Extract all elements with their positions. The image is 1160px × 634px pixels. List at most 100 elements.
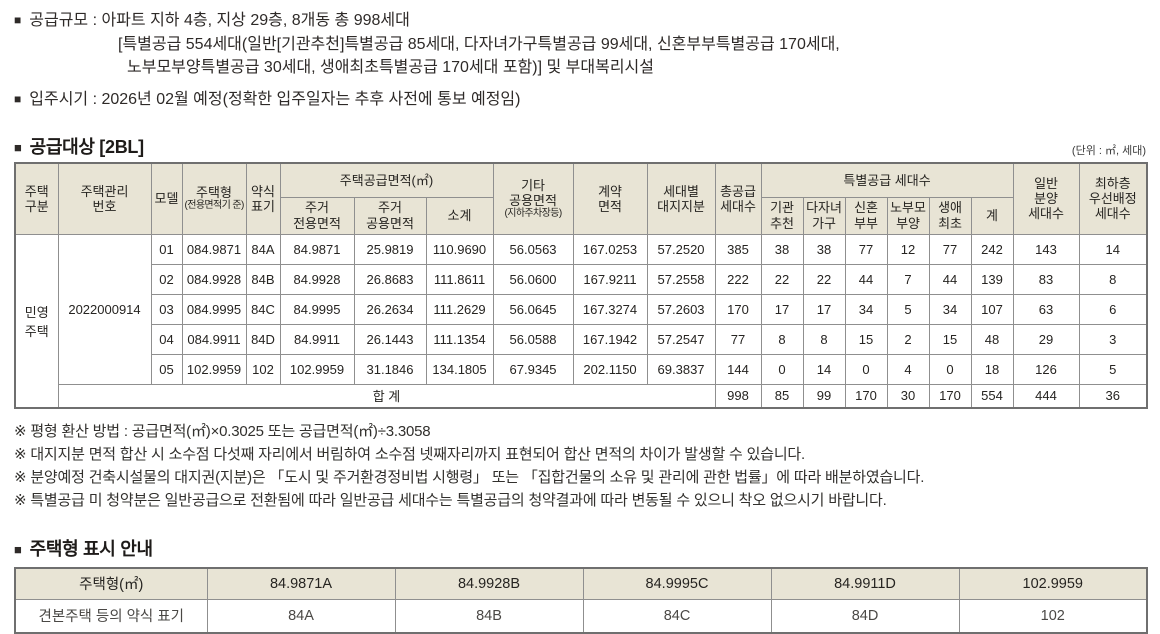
supply-total-cell: 30 xyxy=(886,383,930,408)
supply-cell: 3 xyxy=(1078,323,1148,355)
notes-list: ※ 평형 환산 방법 : 공급면적(㎡)×0.3025 또는 공급면적(㎡)÷3… xyxy=(14,420,1146,512)
supply-cell: 26.1443 xyxy=(353,323,427,355)
col-header-special-sum: 계 xyxy=(970,196,1014,235)
supply-cell: 7 xyxy=(886,263,930,295)
type-short-code: 84D xyxy=(770,598,960,633)
supply-cell: 84.9911 xyxy=(279,323,355,355)
supply-cell: 17 xyxy=(760,293,804,325)
type-header-row: 주택형(㎡) 84.9871A 84.9928B 84.9995C 84.991… xyxy=(14,567,1148,600)
supply-cell: 84D xyxy=(245,323,281,355)
supply-cell: 44 xyxy=(844,263,888,295)
supply-cell: 84.9871 xyxy=(279,233,355,265)
supply-cell: 26.8683 xyxy=(353,263,427,295)
col-header-mgmt-no: 주택관리 번호 xyxy=(57,162,152,235)
supply-cell: 0 xyxy=(760,353,804,385)
col-header-exclusive-area: 주거 전용면적 xyxy=(279,196,355,235)
supply-cell: 25.9819 xyxy=(353,233,427,265)
supply-cell: 02 xyxy=(150,263,183,295)
supply-cell: 84C xyxy=(245,293,281,325)
col-header-special-group: 특별공급 세대수 xyxy=(760,162,1014,198)
supply-section-title: ■ 공급대상 [2BL] xyxy=(14,133,144,159)
note-line: ※ 평형 환산 방법 : 공급면적(㎡)×0.3025 또는 공급면적(㎡)÷3… xyxy=(14,422,431,440)
supply-cell: 77 xyxy=(714,323,762,355)
supply-cell: 167.9211 xyxy=(572,263,648,295)
col-header-multi-child: 다자녀 가구 xyxy=(802,196,846,235)
supply-cell: 134.1805 xyxy=(425,353,494,385)
supply-cell: 77 xyxy=(844,233,888,265)
type-display-table: 주택형(㎡) 84.9871A 84.9928B 84.9995C 84.991… xyxy=(14,566,1148,634)
supply-cell: 6 xyxy=(1078,293,1148,325)
supply-cell: 2 xyxy=(886,323,930,355)
house-type-sub: (전용면적기 준) xyxy=(184,200,245,212)
supply-scale-line3: 노부모부양특별공급 30세대, 생애최초특별공급 170세대 포함)] 및 부대… xyxy=(14,56,1146,79)
supply-cell: 111.2629 xyxy=(425,293,494,325)
supply-cell: 170 xyxy=(714,293,762,325)
supply-total-cell: 170 xyxy=(928,383,972,408)
supply-cell: 34 xyxy=(844,293,888,325)
supply-cell: 48 xyxy=(970,323,1014,355)
supply-row: 민영 주택 2022000914 01 084.9871 84A 84.9871 25.98… xyxy=(14,233,1148,408)
supply-row: 05 102.9959 102 102.9959 31.1846 134.1805 67.9… xyxy=(15,353,1148,385)
supply-cell: 18 xyxy=(970,353,1014,385)
supply-scale-line2: [특별공급 554세대(일반[기관추천]특별공급 85세대, 다자녀가구특별공급… xyxy=(14,33,1146,56)
supply-cell: 34 xyxy=(928,293,972,325)
supply-cell: 14 xyxy=(1078,233,1148,265)
type-header-value: 84.9911D xyxy=(770,567,960,600)
supply-cell: 102.9959 xyxy=(279,353,355,385)
supply-cell: 84.9995 xyxy=(279,293,355,325)
col-header-category: 주택 구분 xyxy=(14,162,59,235)
supply-cell: 56.0563 xyxy=(492,233,574,265)
col-header-total-supply: 총공급 세대수 xyxy=(714,162,762,235)
square-bullet-icon: ■ xyxy=(14,140,22,155)
type-short-code: 102 xyxy=(958,598,1148,633)
supply-cell: 167.1942 xyxy=(572,323,648,355)
supply-cell: 111.8611 xyxy=(425,263,494,295)
type-section-head: ■ 주택형 표시 안내 xyxy=(14,535,1146,561)
supply-cell: 084.9871 xyxy=(181,233,247,265)
type-section-title: ■ 주택형 표시 안내 xyxy=(14,535,153,561)
supply-cell: 84.9928 xyxy=(279,263,355,295)
supply-cell: 111.1354 xyxy=(425,323,494,355)
house-type-main: 주택형 xyxy=(196,185,232,201)
supply-row: 03 084.9995 84C 84.9995 26.2634 111.2629 56.06… xyxy=(15,293,1148,325)
supply-total-cell: 170 xyxy=(844,383,888,408)
col-header-short-code: 약식 표기 xyxy=(245,162,281,235)
col-header-land-share: 세대별 대지지분 xyxy=(646,162,716,235)
supply-cell: 17 xyxy=(802,293,846,325)
supply-cell: 05 xyxy=(150,353,183,385)
supply-cell: 222 xyxy=(714,263,762,295)
supply-cell: 4 xyxy=(886,353,930,385)
type-header-value: 84.9871A xyxy=(206,567,396,600)
supply-total-cell: 998 xyxy=(714,383,762,408)
supply-cell: 126 xyxy=(1012,353,1080,385)
header-row-2: 주거 전용면적 주거 공용면적 소계 기관 추천 다자녀 가구 신혼 부부 노부… xyxy=(15,196,1147,235)
move-in-line: ■ 입주시기 : 2026년 02월 예정(정확한 입주일자는 추후 사전에 통… xyxy=(14,88,1146,112)
supply-cell: 0 xyxy=(844,353,888,385)
supply-cell: 83 xyxy=(1012,263,1080,295)
square-bullet-icon: ■ xyxy=(14,13,22,27)
col-header-elderly-support: 노부모 부양 xyxy=(886,196,930,235)
supply-row: 02 084.9928 84B 84.9928 26.8683 111.8611 56.06… xyxy=(15,263,1148,295)
supply-cell: 084.9995 xyxy=(181,293,247,325)
supply-table-body: 민영 주택 2022000914 01 084.9871 84A 84.9871 25.98… xyxy=(14,233,1148,408)
supply-cell: 139 xyxy=(970,263,1014,295)
supply-cell: 84B xyxy=(245,263,281,295)
type-table-head: 주택형(㎡) 84.9871A 84.9928B 84.9995C 84.991… xyxy=(14,567,1148,600)
supply-scale-text1: 공급규모 : 아파트 지하 4층, 지상 29층, 8개동 총 998세대 xyxy=(29,12,410,29)
supply-cell: 01 xyxy=(150,233,183,265)
supply-cell: 110.9690 xyxy=(425,233,494,265)
type-table-body: 견본주택 등의 약식 표기 84A 84B 84C 84D 102 xyxy=(14,598,1148,633)
supply-cell: 03 xyxy=(150,293,183,325)
supply-total-row: 합 계 998 85 99 170 30 170 554 444 36 xyxy=(15,383,1148,408)
supply-cell: 15 xyxy=(844,323,888,355)
supply-row: 04 084.9911 84D 84.9911 26.1443 111.1354 56.05… xyxy=(15,323,1148,355)
type-short-code: 84A xyxy=(206,598,396,633)
square-bullet-icon: ■ xyxy=(14,92,22,106)
supply-total-cell: 554 xyxy=(970,383,1014,408)
supply-cell: 56.0645 xyxy=(492,293,574,325)
col-header-ground-floor: 최하층 우선배정 세대수 xyxy=(1078,162,1148,235)
supply-section-head: ■ 공급대상 [2BL] (단위 : ㎡, 세대) xyxy=(14,133,1146,159)
supply-cell: 26.2634 xyxy=(353,293,427,325)
supply-cell: 242 xyxy=(970,233,1014,265)
supply-cell: 144 xyxy=(714,353,762,385)
